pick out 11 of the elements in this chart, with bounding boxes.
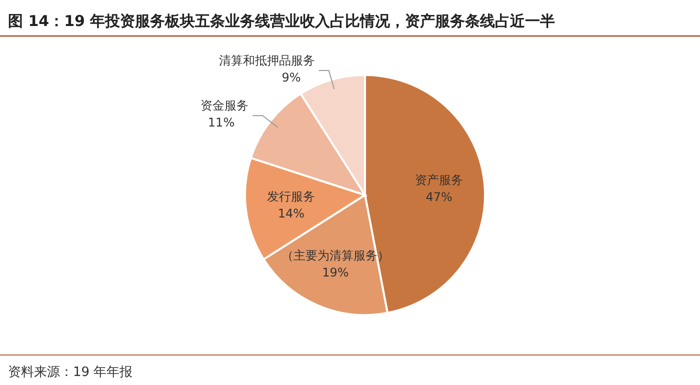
data-label: 19%: [322, 265, 349, 280]
slice-label: 清算和抵押品服务: [218, 54, 315, 68]
data-label: 11%: [208, 116, 235, 130]
data-label: 14%: [278, 206, 305, 220]
text: 资料来源：19 年年报: [8, 365, 133, 380]
slice-label: 发行服务: [267, 189, 316, 204]
data-label: 47%: [426, 190, 452, 204]
slice-label: 资金服务: [200, 98, 249, 113]
chart-title: 图 14：19 年投资服务板块五条业务线营业收入占比情况，资产服务条线占近一半: [8, 12, 556, 30]
slice-label: 资产服务: [415, 173, 464, 187]
data-label: 9%: [282, 70, 301, 85]
